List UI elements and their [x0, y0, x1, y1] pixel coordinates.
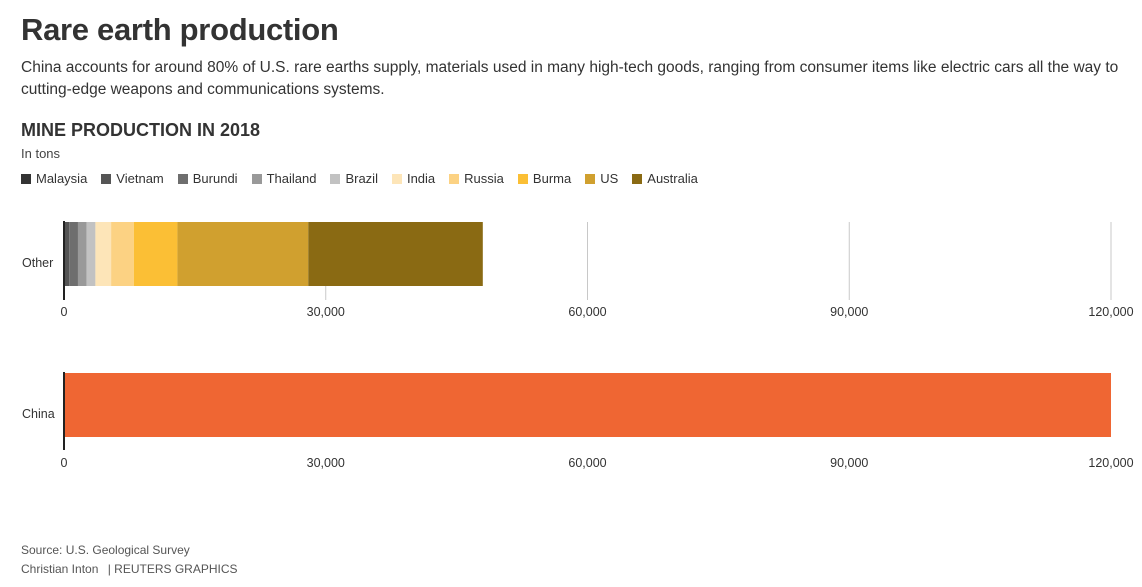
- legend: Malaysia Vietnam Burundi Thailand Brazil Indi…: [21, 171, 712, 186]
- legend-item-thailand: Thailand: [251, 171, 317, 186]
- legend-swatch: [330, 173, 341, 184]
- legend-label: Australia: [647, 171, 698, 186]
- author: Christian Inton: [21, 562, 99, 576]
- legend-swatch: [251, 173, 262, 184]
- bar-china: [64, 373, 1111, 437]
- footer: Source: U.S. Geological Survey Christian…: [21, 541, 238, 579]
- legend-item-india: India: [391, 171, 436, 186]
- credit-line: Christian Inton | REUTERS GRAPHICS: [21, 560, 238, 579]
- legend-item-australia: Australia: [632, 171, 698, 186]
- legend-label: Russia: [464, 171, 504, 186]
- tick-label: 90,000: [830, 456, 868, 470]
- legend-swatch: [177, 173, 188, 184]
- bar-australia: [308, 222, 483, 286]
- bar-russia: [111, 222, 134, 286]
- legend-item-malaysia: Malaysia: [21, 171, 87, 186]
- chart-subtitle: MINE PRODUCTION IN 2018: [21, 120, 261, 140]
- category-label: Other: [22, 256, 53, 270]
- bar-brazil: [86, 222, 96, 286]
- tick-label: 120,000: [1088, 456, 1133, 470]
- legend-swatch: [517, 173, 528, 184]
- chart-description: China accounts for around 80% of U.S. ra…: [21, 59, 1119, 98]
- legend-label: US: [600, 171, 619, 186]
- bar-burma: [133, 222, 178, 286]
- legend-item-vietnam: Vietnam: [101, 171, 164, 186]
- legend-label: Burundi: [192, 171, 238, 186]
- legend-swatch: [632, 173, 643, 184]
- legend-label: Thailand: [266, 171, 317, 186]
- legend-item-us: US: [585, 171, 618, 186]
- legend-label: Brazil: [345, 171, 378, 186]
- legend-swatch: [21, 173, 31, 184]
- tick-label: 0: [61, 456, 68, 470]
- legend-swatch: [585, 173, 596, 184]
- bar-india: [95, 222, 112, 286]
- chart-title: Rare earth production: [21, 12, 339, 47]
- legend-swatch: [449, 173, 460, 184]
- category-label: China: [22, 407, 55, 421]
- unit-label: In tons: [21, 146, 61, 161]
- tick-label: 30,000: [307, 305, 345, 319]
- brand: | REUTERS GRAPHICS: [107, 562, 238, 576]
- legend-swatch: [101, 173, 112, 184]
- tick-label: 60,000: [568, 456, 606, 470]
- bar-vietnam: [65, 222, 70, 286]
- legend-label: India: [406, 171, 436, 186]
- legend-item-burundi: Burundi: [177, 171, 238, 186]
- bar-burundi: [69, 222, 78, 286]
- tick-label: 30,000: [307, 456, 345, 470]
- bar-thailand: [77, 222, 87, 286]
- legend-item-brazil: Brazil: [330, 171, 378, 186]
- legend-item-burma: Burma: [517, 171, 572, 186]
- tick-label: 90,000: [830, 305, 868, 319]
- legend-label: Vietnam: [116, 171, 164, 186]
- legend-label: Burma: [532, 171, 572, 186]
- tick-label: 120,000: [1088, 305, 1133, 319]
- legend-label: Malaysia: [36, 171, 88, 186]
- bar-us: [177, 222, 309, 286]
- tick-label: 60,000: [568, 305, 606, 319]
- tick-label: 0: [61, 305, 68, 319]
- legend-swatch: [391, 173, 402, 184]
- chart-area: Other 0 30,000 60,000 90,000 120,000 China 0 30,…: [22, 221, 1134, 470]
- source-note: Source: U.S. Geological Survey: [21, 543, 190, 557]
- legend-item-russia: Russia: [449, 171, 504, 186]
